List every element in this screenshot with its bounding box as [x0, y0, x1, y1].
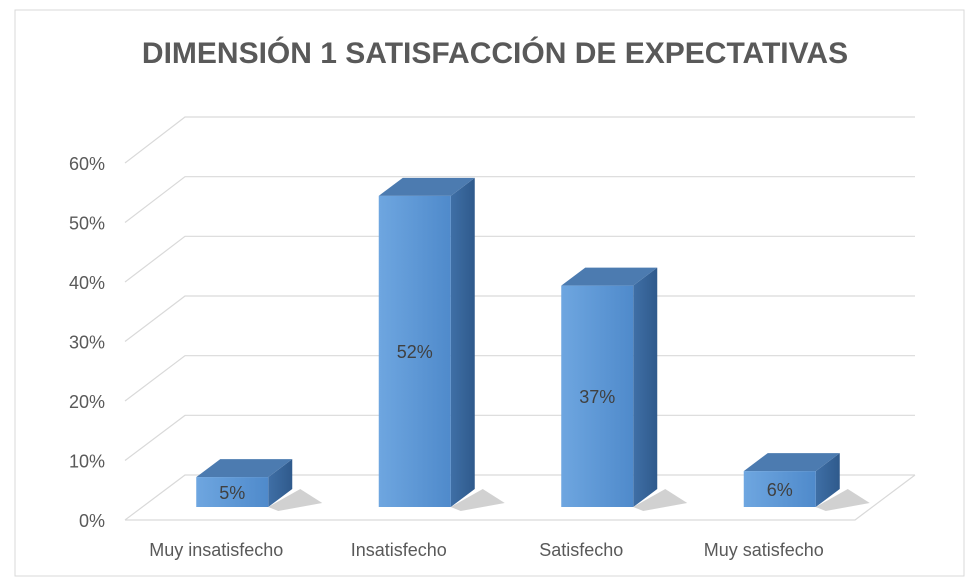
- x-tick-label: Muy satisfecho: [704, 540, 824, 560]
- y-tick-label: 0%: [79, 511, 105, 531]
- y-tick-label: 40%: [69, 273, 105, 293]
- grid-line: [124, 176, 915, 223]
- bar-shadow: [450, 489, 505, 511]
- grid-line: [124, 295, 915, 342]
- floor: [125, 474, 916, 521]
- bar-side: [633, 267, 658, 507]
- grid-line: [124, 235, 915, 283]
- grid-line: [124, 474, 915, 521]
- grid-line: [124, 355, 915, 402]
- bar-top: [743, 453, 840, 472]
- chart-title: DIMENSIÓN 1 SATISFACCIÓN DE EXPECTATIVAS: [142, 36, 848, 70]
- bar-top: [378, 177, 475, 196]
- y-tick-label: 60%: [69, 154, 105, 174]
- x-tick-label: Insatisfecho: [351, 540, 447, 560]
- y-tick-label: 20%: [69, 392, 105, 412]
- bar-shadow: [268, 489, 323, 511]
- bar: [561, 285, 634, 507]
- bar: [378, 195, 451, 507]
- value-label: 52%: [397, 342, 433, 362]
- bar-side: [268, 459, 293, 507]
- y-tick-label: 50%: [69, 213, 105, 233]
- bar-shadow: [633, 489, 688, 511]
- bar-side: [450, 177, 475, 507]
- y-tick-label: 30%: [69, 332, 105, 352]
- grid-line: [124, 414, 915, 461]
- bar-top: [196, 459, 293, 478]
- y-tick-label: 10%: [69, 451, 105, 471]
- x-tick-label: Satisfecho: [539, 540, 623, 560]
- value-label: 37%: [579, 387, 615, 407]
- value-label: 5%: [219, 483, 245, 503]
- bar-side: [815, 453, 840, 507]
- bar-shadow: [815, 489, 870, 511]
- bar: [743, 471, 816, 507]
- value-label: 6%: [767, 480, 793, 500]
- bar-top: [561, 267, 658, 286]
- x-tick-label: Muy insatisfecho: [149, 540, 283, 560]
- bar: [196, 477, 269, 507]
- grid-line: [124, 116, 915, 164]
